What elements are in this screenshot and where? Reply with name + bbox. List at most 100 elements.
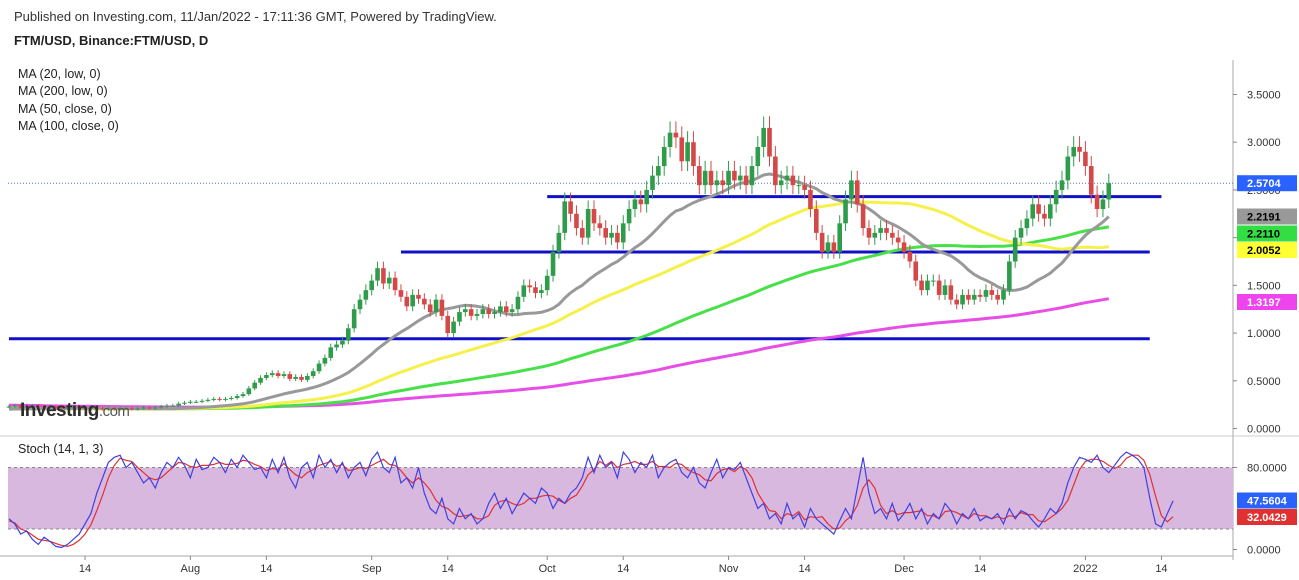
stoch-k-line <box>8 450 1174 549</box>
candle-body <box>661 146 667 167</box>
stoch-tick-label: 0.0000 <box>1247 545 1281 557</box>
time-tick-label: 14 <box>260 563 272 575</box>
candle-body <box>872 232 878 238</box>
candle-body <box>562 201 568 233</box>
candle-body <box>1059 180 1065 190</box>
ma-value-tag-2-bg <box>1237 242 1297 258</box>
time-tick-label: Nov <box>719 563 739 575</box>
candle-body <box>860 204 866 229</box>
time-tick-label: 2022 <box>1073 563 1097 575</box>
candle-body <box>363 290 369 300</box>
candle-body <box>474 313 480 316</box>
candle-body <box>18 405 23 408</box>
candle-body <box>141 407 146 409</box>
candle-body <box>667 132 673 147</box>
candle-body <box>1018 228 1024 238</box>
last-price-tag: 2.5704 <box>1247 178 1282 190</box>
logo-main: Investing <box>20 400 99 421</box>
candle-body <box>936 280 942 295</box>
candle-body <box>638 199 644 205</box>
candle-body <box>854 180 860 205</box>
candle-body <box>6 406 12 408</box>
candle-body <box>726 170 731 186</box>
candle-body <box>989 290 995 295</box>
candle-body <box>1100 199 1106 210</box>
candle-body <box>743 175 749 186</box>
candle-body <box>468 309 474 316</box>
candle-body <box>427 304 433 313</box>
candle-body <box>942 285 948 295</box>
candle-body <box>199 400 205 402</box>
candle-body <box>457 312 462 322</box>
candle-body <box>351 309 357 329</box>
candle-body <box>392 277 398 291</box>
candle-body <box>995 294 1000 300</box>
candle-body <box>106 408 111 410</box>
candle-body <box>486 309 491 314</box>
candle-body <box>761 127 766 147</box>
candle-body <box>299 376 304 380</box>
ma-value-tag-2: 2.0052 <box>1247 245 1281 257</box>
candle-body <box>416 294 421 299</box>
candle-body <box>205 399 211 401</box>
candle-body <box>603 228 608 238</box>
candle-body <box>656 166 661 176</box>
candle-body <box>53 406 59 408</box>
candle-body <box>76 406 82 408</box>
candle-body <box>1053 189 1059 205</box>
candle-body <box>544 275 550 291</box>
ma-20-line <box>8 172 1110 411</box>
candle-body <box>1048 204 1053 219</box>
candle-body <box>135 408 140 410</box>
candle-body <box>1012 237 1018 262</box>
symbol-title: FTM/USD, Binance:FTM/USD, D <box>14 33 209 48</box>
candle-body <box>901 242 907 252</box>
last-price-tag-bg <box>1237 175 1297 192</box>
candle-body <box>580 228 585 238</box>
ma-value-tag-1: 2.2110 <box>1247 229 1280 241</box>
candle-body <box>346 328 351 341</box>
candle-body <box>884 228 889 233</box>
candle-body <box>679 137 685 162</box>
candle-body <box>369 280 374 291</box>
candle-body <box>585 209 591 238</box>
candle-body <box>702 170 708 186</box>
candle-body <box>767 127 772 157</box>
ma-value-tag-0-bg <box>1237 208 1297 225</box>
candle-body <box>849 180 854 200</box>
candle-body <box>691 142 696 167</box>
candle-body <box>112 408 117 410</box>
candle-body <box>433 299 439 313</box>
candle-body <box>229 397 234 399</box>
candle-body <box>527 285 532 288</box>
candle-body <box>275 373 281 377</box>
candle-body <box>503 306 509 313</box>
candle-body <box>71 406 76 408</box>
candle-body <box>12 405 18 407</box>
candle-body <box>188 401 193 403</box>
price-tick-label: 1.5000 <box>1247 280 1281 292</box>
price-tick-label: 3.5000 <box>1247 90 1281 102</box>
price-tick-label: 0.0000 <box>1247 424 1281 436</box>
candle-body <box>117 408 123 410</box>
candle-body <box>340 340 345 345</box>
candle-body <box>1065 156 1071 181</box>
candle-body <box>802 185 807 190</box>
time-tick-label: 14 <box>617 563 629 575</box>
candle-body <box>697 166 702 186</box>
time-tick-label: 14 <box>798 563 810 575</box>
candle-body <box>1077 146 1082 152</box>
time-tick-label: Sep <box>362 563 382 575</box>
candle-body <box>814 209 819 233</box>
candle-body <box>334 344 339 348</box>
candle-body <box>626 209 632 224</box>
candle-body <box>59 407 64 409</box>
candle-body <box>269 373 275 376</box>
candle-body <box>568 201 573 214</box>
candle-body <box>305 376 310 380</box>
candle-body <box>498 306 503 313</box>
candle-body <box>293 376 298 379</box>
candle-body <box>539 290 544 293</box>
candle-body <box>287 374 293 379</box>
